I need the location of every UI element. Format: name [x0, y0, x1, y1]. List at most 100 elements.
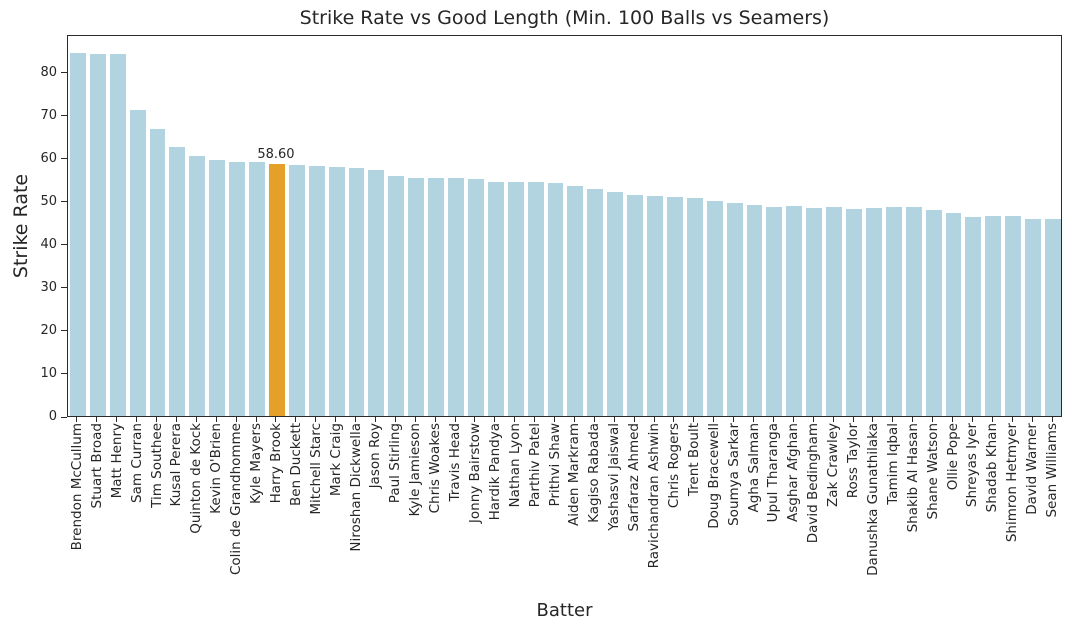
x-tick-mark [175, 417, 177, 422]
bar [806, 207, 823, 416]
x-tick-mark [1031, 417, 1033, 422]
x-tick-mark [116, 417, 118, 422]
x-tick-mark [613, 417, 615, 422]
bar [846, 209, 862, 416]
x-tick-label: Kyle Mayers [248, 423, 265, 505]
x-tick-label: Niroshan Dickwella [347, 423, 364, 552]
x-tick-label: Prithvi Shaw [546, 423, 563, 507]
bar [865, 208, 882, 416]
x-tick-mark [1051, 417, 1053, 422]
bar [308, 165, 325, 416]
bar [885, 207, 902, 416]
x-tick-mark [156, 417, 158, 422]
x-tick-mark [952, 417, 954, 422]
x-tick-label: Shane Watson [924, 423, 941, 520]
bar [567, 186, 584, 416]
x-tick-mark [852, 417, 854, 422]
bar [89, 53, 106, 416]
x-tick-label: Aiden Markram [566, 423, 583, 526]
x-tick-mark [713, 417, 715, 422]
bar [448, 177, 464, 416]
x-tick-label: Matt Henry [108, 423, 125, 499]
bar [507, 181, 524, 416]
x-tick-label: Tim Southee [148, 423, 165, 508]
x-tick-label: Travis Head [447, 423, 464, 502]
y-tick-mark [61, 373, 67, 375]
bar [766, 206, 783, 416]
x-tick-label: Ross Taylor [845, 423, 862, 499]
x-tick-label: Kyle Jamieson [407, 423, 424, 517]
bar [607, 192, 624, 416]
x-tick-label: Kevin O'Brien [208, 423, 225, 514]
bar [229, 161, 246, 416]
y-tick-label: 70 [40, 107, 57, 123]
bar [666, 197, 683, 416]
y-tick-label: 10 [40, 365, 57, 381]
x-tick-label: Sam Curran [128, 423, 145, 503]
bar [925, 209, 942, 416]
x-tick-mark [971, 417, 973, 422]
x-tick-label: Mark Craig [327, 423, 344, 497]
x-tick-label: Sarfaraz Ahmed [626, 423, 643, 532]
bar [328, 166, 345, 416]
x-tick-mark [593, 417, 595, 422]
x-tick-label: Mitchell Starc [307, 423, 324, 515]
x-tick-mark [335, 417, 337, 422]
bar [587, 189, 604, 416]
x-tick-mark [355, 417, 357, 422]
bar [1025, 219, 1042, 416]
y-tick-mark [61, 201, 67, 203]
x-tick-mark [991, 417, 993, 422]
y-tick-label: 50 [40, 193, 57, 209]
x-tick-mark [454, 417, 456, 422]
y-tick-label: 0 [48, 409, 57, 424]
x-tick-mark [434, 417, 436, 422]
x-tick-mark [235, 417, 237, 422]
bar [826, 207, 843, 416]
bar [627, 194, 644, 416]
y-tick-mark [61, 158, 67, 160]
bar [368, 169, 385, 416]
y-tick-mark [61, 72, 67, 74]
bar [408, 178, 425, 416]
y-tick-mark [61, 115, 67, 117]
x-tick-mark [872, 417, 874, 422]
x-tick-mark [295, 417, 297, 422]
y-tick-mark [61, 416, 67, 418]
bar [985, 215, 1002, 416]
x-tick-mark [653, 417, 655, 422]
x-tick-mark [693, 417, 695, 422]
x-tick-mark [554, 417, 556, 422]
bar-value-annotation: 58.60 [257, 146, 295, 162]
x-tick-label: Chris Woakes [427, 423, 444, 514]
y-tick-mark [61, 330, 67, 332]
x-tick-label: Paul Stirling [387, 423, 404, 504]
bar [547, 183, 564, 416]
x-tick-label: Parthiv Patel [526, 423, 543, 508]
bar [726, 202, 743, 416]
x-tick-label: Kusal Perera [168, 423, 185, 507]
x-tick-label: Shreyas Iyer [964, 423, 981, 508]
x-tick-label: Yashasvi Jaiswal [606, 423, 623, 531]
y-tick-mark [61, 244, 67, 246]
x-tick-label: Quinton de Kock [188, 423, 205, 534]
x-tick-label: David Bedingham [805, 423, 822, 544]
x-tick-label: Brendon McCullum [68, 423, 85, 551]
bar [686, 197, 703, 416]
x-tick-label: Chris Rogers [665, 423, 682, 509]
x-tick-label: Asghar Afghan [785, 423, 802, 522]
x-tick-mark [195, 417, 197, 422]
bar [965, 216, 982, 416]
bar [129, 109, 146, 416]
x-tick-label: Stuart Broad [88, 423, 105, 509]
x-tick-mark [474, 417, 476, 422]
y-tick-label: 80 [40, 64, 57, 80]
x-tick-mark [96, 417, 98, 422]
x-tick-label: Colin de Grandhomme [228, 423, 245, 576]
x-tick-mark [534, 417, 536, 422]
bar [428, 178, 445, 416]
x-tick-label: Jason Roy [367, 423, 384, 489]
x-tick-mark [255, 417, 257, 422]
chart-title: Strike Rate vs Good Length (Min. 100 Bal… [299, 7, 830, 29]
